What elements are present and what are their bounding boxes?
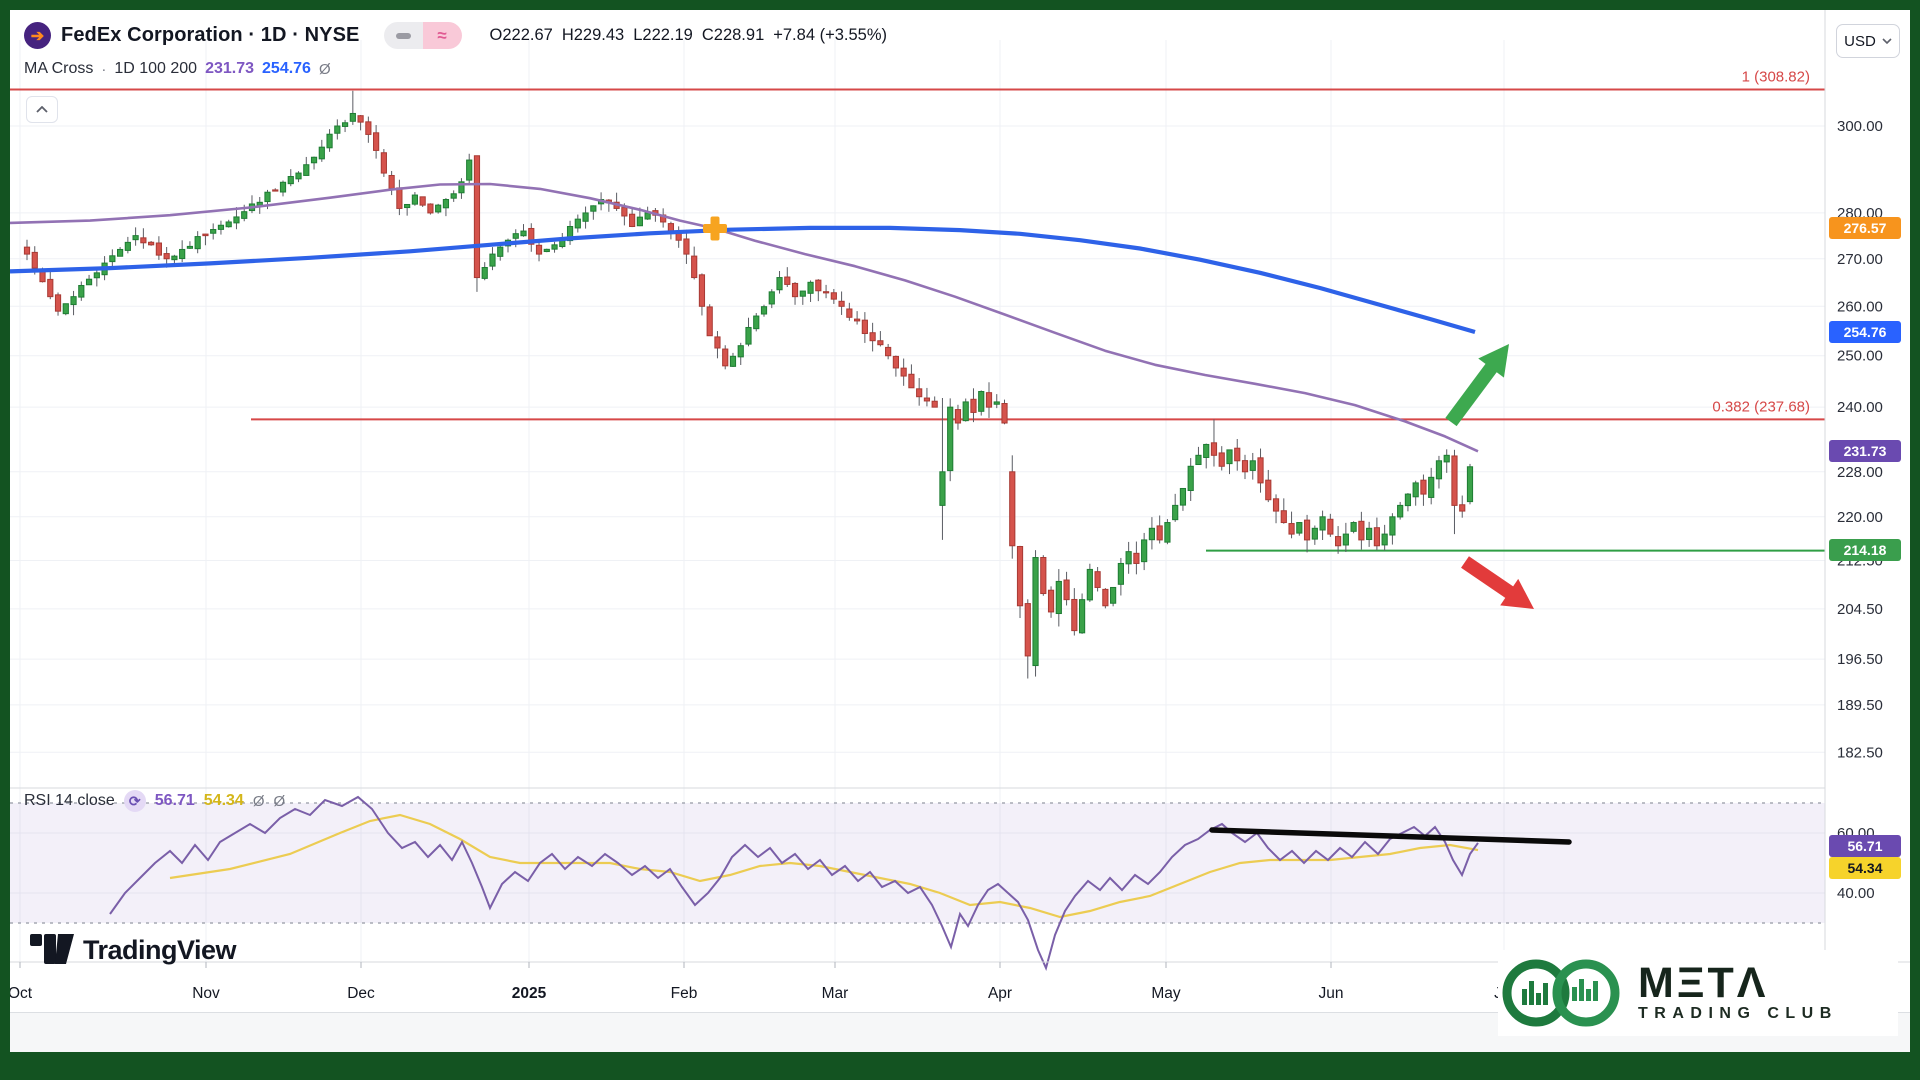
ma-cross-marker-icon <box>703 216 727 241</box>
symbol-header: ➔ FedEx Corporation · 1D · NYSE ≈ O222.6… <box>24 22 887 49</box>
time-tick-label: Apr <box>988 985 1012 1002</box>
meta-wordmark: MΞTΛ <box>1638 959 1769 1007</box>
ma-cross-params: 1D 100 200 <box>114 60 198 77</box>
indicator-toggle-pill[interactable]: ≈ <box>383 22 462 49</box>
chevron-down-icon <box>1882 38 1892 44</box>
ma-fast-value: 231.73 <box>205 60 255 77</box>
time-tick-label: Feb <box>671 985 698 1002</box>
horizontal-levels[interactable]: 1 (308.82) 0.382 (237.68) <box>10 68 1825 552</box>
price-tick-label: 260.00 <box>1837 298 1883 315</box>
fedex-logo-icon: ➔ <box>24 22 51 49</box>
chart-canvas: 1 (308.82) 0.382 (237.68) 300.00 280.00 270.… <box>10 10 1910 1052</box>
fib-level-label: 1 (308.82) <box>1742 68 1810 85</box>
fib-level-label: 0.382 (237.68) <box>1712 398 1810 415</box>
rsi-band <box>10 802 1825 924</box>
ohlc-readout: O222.67 H229.43 L222.19 C228.91 +7.84 (+… <box>490 26 888 45</box>
ohlc-close: C228.91 <box>701 26 765 44</box>
rsi-legend[interactable]: RSI 14 close ⟳ 56.71 54.34 Ø Ø <box>24 790 285 812</box>
ma-cross-label: MA Cross <box>24 60 94 77</box>
hide-rsi-ma-icon[interactable]: Ø <box>273 792 286 810</box>
ma-100-line <box>10 182 1479 453</box>
time-scale[interactable]: OctNovDec2025FebMarAprMayJunJul <box>10 962 1514 1002</box>
refresh-icon[interactable]: ⟳ <box>123 790 146 812</box>
ma-cross-separator: · <box>101 60 107 78</box>
price-chart[interactable]: 1 (308.82)0.382 (237.68)300.00280.00270.… <box>10 10 1910 1052</box>
axis-price-badge: 56.71 <box>1829 835 1901 857</box>
hide-rsi-icon[interactable]: Ø <box>252 792 265 810</box>
ohlc-high: H229.43 <box>561 26 625 44</box>
rsi-line <box>109 795 1479 971</box>
approx-icon: ≈ <box>437 25 447 45</box>
gridlines <box>10 40 1825 962</box>
up-arrow-head <box>1478 344 1509 378</box>
price-tick-label: 250.00 <box>1837 348 1883 365</box>
minimize-toggle[interactable] <box>383 22 423 49</box>
up-arrow-shaft <box>1445 359 1501 427</box>
time-tick-label: May <box>1151 985 1181 1002</box>
price-tick-label: 228.00 <box>1837 464 1883 481</box>
meta-subtitle: TRADING CLUB <box>1638 1005 1838 1022</box>
price-tick-label: 240.00 <box>1837 399 1883 416</box>
price-tick-label: 300.00 <box>1837 118 1883 135</box>
ohlc-low: L222.19 <box>633 26 693 44</box>
time-tick-label: Mar <box>822 985 849 1002</box>
candles <box>23 90 1474 679</box>
chevron-up-icon <box>36 106 48 113</box>
minus-icon <box>395 32 411 39</box>
ma-200-line <box>10 225 1476 335</box>
symbol-title[interactable]: FedEx Corporation · 1D · NYSE <box>61 24 360 46</box>
time-tick-label: Jun <box>1319 985 1344 1002</box>
axis-price-badge: 214.18 <box>1829 539 1901 561</box>
rsi-trendline[interactable] <box>1209 827 1572 845</box>
price-tick-label: 182.50 <box>1837 744 1883 761</box>
approx-toggle[interactable]: ≈ <box>422 22 462 49</box>
tradingview-wordmark: TradingView <box>83 934 237 965</box>
axis-price-badge: 254.76 <box>1829 321 1901 343</box>
time-tick-label: Oct <box>10 985 33 1002</box>
tradingview-logo[interactable]: TradingView <box>30 934 237 966</box>
meta-emblem-icon <box>1502 959 1620 1027</box>
tradingview-mark-icon <box>30 934 74 964</box>
currency-label: USD <box>1844 32 1876 50</box>
currency-selector[interactable]: USD <box>1836 24 1900 58</box>
price-tick-label: 270.00 <box>1837 251 1883 268</box>
axis-price-badge: 276.57 <box>1829 217 1901 239</box>
axis-price-badge: 54.34 <box>1829 857 1901 879</box>
rsi-label: RSI 14 close <box>24 792 115 809</box>
down-arrow-head <box>1500 578 1534 609</box>
axis-price-badge: 231.73 <box>1829 440 1901 462</box>
price-tick-label: 189.50 <box>1837 697 1883 714</box>
time-tick-label: Nov <box>192 985 220 1002</box>
price-tick-label: 220.00 <box>1837 509 1883 526</box>
fedex-arrow-glyph: ➔ <box>30 27 45 45</box>
rsi-tick-label: 40.00 <box>1837 885 1875 902</box>
price-tick-label: 196.50 <box>1837 651 1883 668</box>
rsi-value: 56.71 <box>154 792 195 809</box>
collapse-pane-button[interactable] <box>26 96 58 123</box>
hide-indicator-icon[interactable]: Ø <box>318 60 331 78</box>
ohlc-change: +7.84 (+3.55%) <box>773 26 887 44</box>
ohlc-open: O222.67 <box>489 26 553 44</box>
rsi-ma-value: 54.34 <box>203 792 244 809</box>
price-tick-label: 204.50 <box>1837 601 1883 618</box>
ma-slow-value: 254.76 <box>262 60 311 77</box>
meta-trading-club-logo: MΞTΛ TRADING CLUB <box>1498 950 1898 1036</box>
time-tick-label: 2025 <box>512 985 547 1002</box>
down-arrow-shaft <box>1461 556 1519 602</box>
ma-cross-legend[interactable]: MA Cross · 1D 100 200 231.73 254.76 Ø <box>24 60 331 78</box>
time-tick-label: Dec <box>347 985 375 1002</box>
